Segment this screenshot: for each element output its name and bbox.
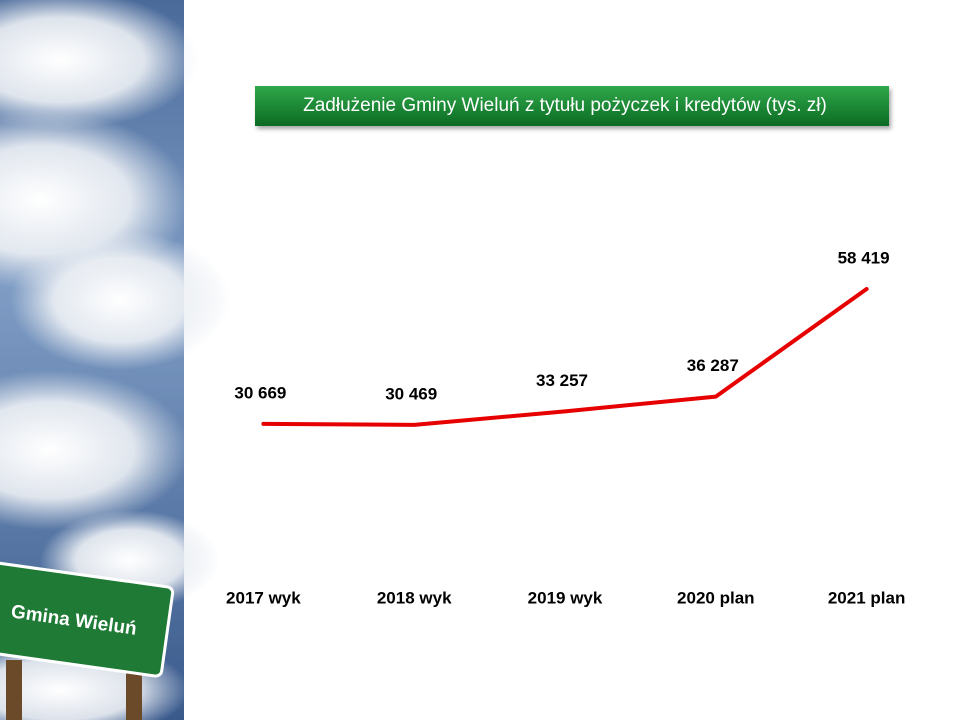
data-label: 58 419 bbox=[838, 248, 890, 267]
x-tick-label: 2019 wyk bbox=[528, 588, 603, 607]
data-label: 30 669 bbox=[234, 383, 286, 402]
x-tick-label: 2021 plan bbox=[828, 588, 906, 607]
data-label: 30 469 bbox=[385, 384, 437, 403]
chart-title: Zadłużenie Gminy Wieluń z tytułu pożycze… bbox=[303, 95, 827, 116]
x-tick-label: 2020 plan bbox=[677, 588, 755, 607]
data-label: 33 257 bbox=[536, 371, 588, 390]
x-tick-label: 2018 wyk bbox=[377, 588, 452, 607]
data-label: 36 287 bbox=[687, 356, 739, 375]
title-box bbox=[255, 86, 889, 126]
x-tick-label: 2017 wyk bbox=[226, 588, 301, 607]
side-photo: Gmina Wieluń bbox=[0, 0, 230, 725]
line-series bbox=[261, 287, 869, 427]
